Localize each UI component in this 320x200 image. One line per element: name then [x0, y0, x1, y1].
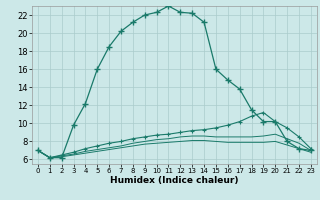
X-axis label: Humidex (Indice chaleur): Humidex (Indice chaleur) [110, 176, 239, 185]
